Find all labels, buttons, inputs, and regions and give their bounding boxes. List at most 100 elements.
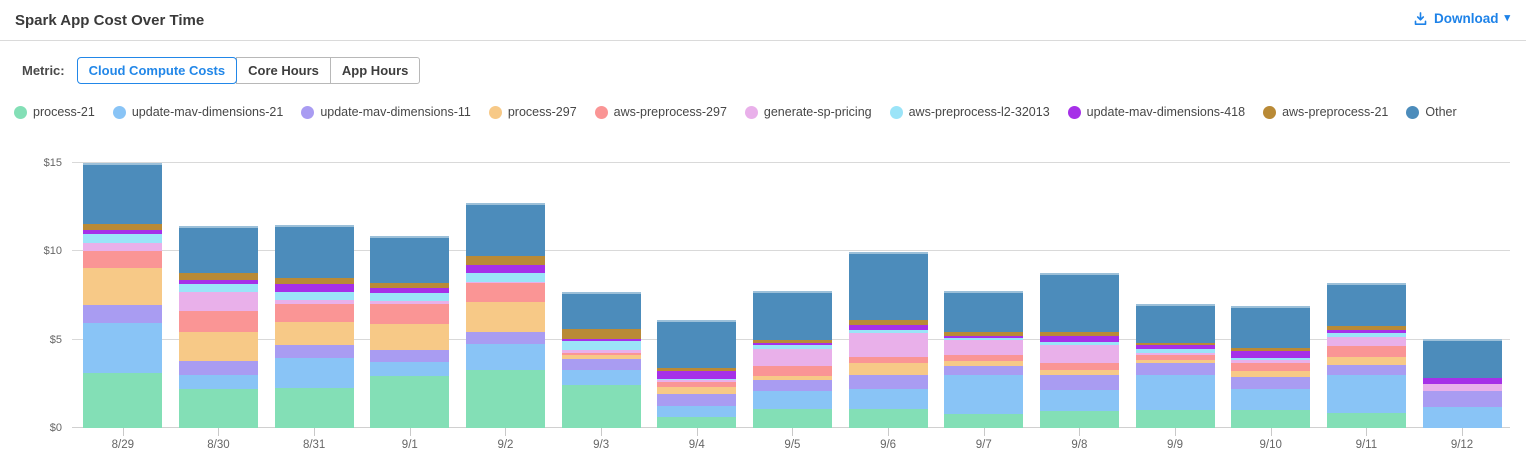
bar-segment-aws-preprocess-297[interactable] xyxy=(1231,362,1311,372)
bar-segment-generate-sp-pricing[interactable] xyxy=(370,301,450,305)
bar-segment-update-mav-dimensions-418[interactable] xyxy=(83,229,163,235)
bar-segment-aws-preprocess-297[interactable] xyxy=(1039,362,1119,371)
bar-segment-generate-sp-pricing[interactable] xyxy=(657,380,737,383)
bar-segment-process-297[interactable] xyxy=(752,376,832,381)
bar-segment-process-21[interactable] xyxy=(1231,410,1311,428)
bar-segment-generate-sp-pricing[interactable] xyxy=(1422,384,1502,391)
bar-segment-process-297[interactable] xyxy=(944,361,1024,367)
bar-segment-process-21[interactable] xyxy=(1135,410,1215,428)
bar-segment-other[interactable] xyxy=(83,163,163,225)
bar-segment-process-21[interactable] xyxy=(752,408,832,428)
bar-segment-generate-sp-pricing[interactable] xyxy=(178,292,258,312)
bar-segment-aws-preprocess-297[interactable] xyxy=(370,304,450,324)
bar-segment-aws-preprocess-297[interactable] xyxy=(83,250,163,269)
bar-segment-process-21[interactable] xyxy=(370,376,450,428)
bar-segment-aws-preprocess-21[interactable] xyxy=(465,255,545,265)
bar-segment-update-mav-dimensions-11[interactable] xyxy=(848,375,928,390)
bar-segment-other[interactable] xyxy=(370,235,450,283)
bar-segment-update-mav-dimensions-21[interactable] xyxy=(848,389,928,409)
bar-segment-update-mav-dimensions-418[interactable] xyxy=(465,264,545,273)
bar-segment-process-297[interactable] xyxy=(848,362,928,376)
bar-segment-aws-preprocess-l2-32013[interactable] xyxy=(657,378,737,381)
bar-segment-other[interactable] xyxy=(178,225,258,273)
bar-segment-update-mav-dimensions-21[interactable] xyxy=(1135,375,1215,411)
bar-segment-generate-sp-pricing[interactable] xyxy=(848,332,928,358)
bar-segment-update-mav-dimensions-11[interactable] xyxy=(657,394,737,407)
legend-item-process-297[interactable]: process-297 xyxy=(488,105,577,119)
bar-segment-process-297[interactable] xyxy=(274,322,354,346)
bar-segment-aws-preprocess-21[interactable] xyxy=(1231,348,1311,352)
bar-segment-aws-preprocess-21[interactable] xyxy=(370,282,450,288)
bar-segment-update-mav-dimensions-11[interactable] xyxy=(1135,362,1215,376)
bar-segment-aws-preprocess-21[interactable] xyxy=(83,224,163,230)
bar-segment-update-mav-dimensions-418[interactable] xyxy=(657,371,737,379)
bar-segment-aws-preprocess-21[interactable] xyxy=(274,277,354,285)
bar-segment-aws-preprocess-l2-32013[interactable] xyxy=(370,292,450,302)
bar-segment-aws-preprocess-21[interactable] xyxy=(1135,343,1215,346)
bar-segment-aws-preprocess-21[interactable] xyxy=(848,320,928,325)
legend-item-process-21[interactable]: process-21 xyxy=(14,105,95,119)
bar-segment-aws-preprocess-297[interactable] xyxy=(944,355,1024,362)
bar-segment-aws-preprocess-21[interactable] xyxy=(944,332,1024,336)
bar-segment-update-mav-dimensions-21[interactable] xyxy=(370,362,450,377)
bar-segment-update-mav-dimensions-418[interactable] xyxy=(1039,335,1119,343)
bar-segment-update-mav-dimensions-11[interactable] xyxy=(178,361,258,376)
bar-segment-generate-sp-pricing[interactable] xyxy=(1231,360,1311,363)
bar-segment-generate-sp-pricing[interactable] xyxy=(465,281,545,284)
legend-item-generate-sp-pricing[interactable]: generate-sp-pricing xyxy=(744,105,872,119)
metric-tab-core-hours[interactable]: Core Hours xyxy=(236,57,331,84)
bar-segment-aws-preprocess-21[interactable] xyxy=(752,340,832,343)
bar-segment-aws-preprocess-l2-32013[interactable] xyxy=(274,292,354,301)
bar-segment-process-21[interactable] xyxy=(561,384,641,428)
bar-segment-update-mav-dimensions-418[interactable] xyxy=(178,280,258,285)
bar-segment-other[interactable] xyxy=(1326,283,1406,327)
bar-segment-aws-preprocess-297[interactable] xyxy=(1326,346,1406,358)
bar-segment-aws-preprocess-l2-32013[interactable] xyxy=(83,234,163,244)
bar-segment-generate-sp-pricing[interactable] xyxy=(1039,344,1119,363)
bar-segment-update-mav-dimensions-418[interactable] xyxy=(1135,345,1215,350)
bar-segment-other[interactable] xyxy=(1422,338,1502,378)
bar-segment-other[interactable] xyxy=(848,252,928,321)
bar-segment-aws-preprocess-l2-32013[interactable] xyxy=(752,345,832,350)
bar-segment-update-mav-dimensions-21[interactable] xyxy=(274,358,354,388)
bar-segment-process-297[interactable] xyxy=(1326,357,1406,365)
bar-segment-update-mav-dimensions-418[interactable] xyxy=(1231,351,1311,359)
bar-segment-update-mav-dimensions-418[interactable] xyxy=(370,287,450,293)
bar-segment-aws-preprocess-l2-32013[interactable] xyxy=(1231,358,1311,361)
bar-segment-process-297[interactable] xyxy=(178,332,258,362)
bar-segment-aws-preprocess-21[interactable] xyxy=(1039,332,1119,336)
bar-segment-process-21[interactable] xyxy=(1326,412,1406,428)
bar-segment-other[interactable] xyxy=(1135,303,1215,344)
bar-segment-process-21[interactable] xyxy=(274,387,354,428)
legend-item-aws-preprocess-21[interactable]: aws-preprocess-21 xyxy=(1263,105,1388,119)
bar-segment-process-297[interactable] xyxy=(83,268,163,306)
bar-segment-update-mav-dimensions-21[interactable] xyxy=(1039,389,1119,412)
legend-item-other[interactable]: Other xyxy=(1406,105,1457,119)
bar-segment-other[interactable] xyxy=(944,290,1024,333)
bar-segment-other[interactable] xyxy=(752,290,832,341)
bar-segment-aws-preprocess-21[interactable] xyxy=(657,367,737,372)
bar-segment-other[interactable] xyxy=(274,225,354,278)
bar-segment-other[interactable] xyxy=(561,292,641,330)
bar-segment-update-mav-dimensions-11[interactable] xyxy=(561,358,641,371)
bar-segment-process-297[interactable] xyxy=(1135,360,1215,363)
bar-segment-aws-preprocess-l2-32013[interactable] xyxy=(465,272,545,282)
bar-segment-aws-preprocess-297[interactable] xyxy=(1135,355,1215,361)
bar-segment-update-mav-dimensions-21[interactable] xyxy=(657,406,737,418)
bar-segment-aws-preprocess-21[interactable] xyxy=(561,329,641,339)
bar-segment-process-21[interactable] xyxy=(944,413,1024,428)
bar-segment-generate-sp-pricing[interactable] xyxy=(944,340,1024,356)
bar-segment-aws-preprocess-l2-32013[interactable] xyxy=(1326,332,1406,338)
bar-segment-aws-preprocess-l2-32013[interactable] xyxy=(178,284,258,293)
bar-segment-update-mav-dimensions-11[interactable] xyxy=(1039,375,1119,390)
bar-segment-update-mav-dimensions-418[interactable] xyxy=(274,284,354,293)
bar-segment-generate-sp-pricing[interactable] xyxy=(1135,352,1215,356)
bar-segment-aws-preprocess-l2-32013[interactable] xyxy=(561,341,641,351)
bar-segment-update-mav-dimensions-418[interactable] xyxy=(1326,329,1406,333)
legend-item-update-mav-dimensions-11[interactable]: update-mav-dimensions-11 xyxy=(301,105,471,119)
legend-item-update-mav-dimensions-418[interactable]: update-mav-dimensions-418 xyxy=(1067,105,1245,119)
bar-segment-aws-preprocess-297[interactable] xyxy=(178,311,258,333)
metric-tab-app-hours[interactable]: App Hours xyxy=(329,57,421,84)
bar-segment-update-mav-dimensions-21[interactable] xyxy=(561,370,641,385)
bar-segment-process-21[interactable] xyxy=(1039,411,1119,428)
